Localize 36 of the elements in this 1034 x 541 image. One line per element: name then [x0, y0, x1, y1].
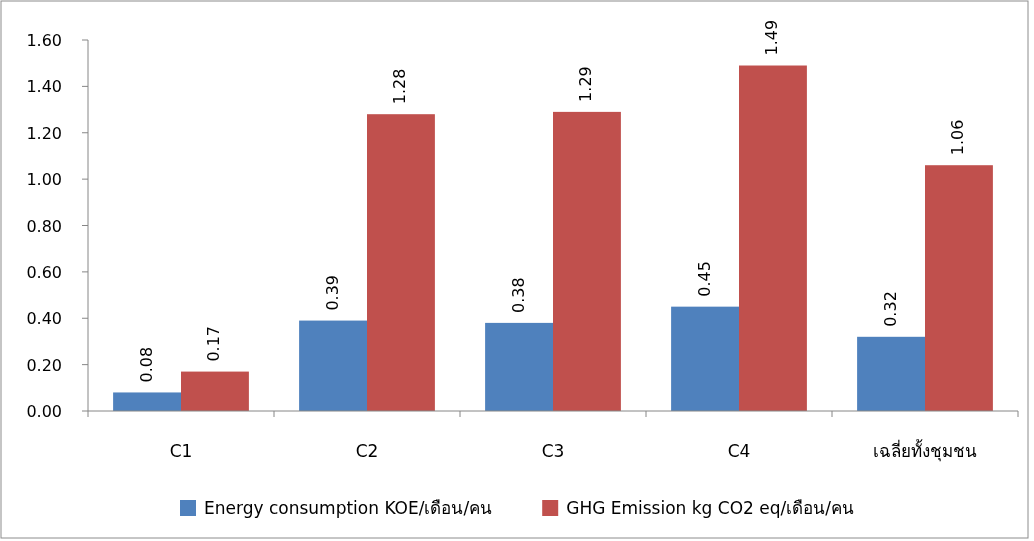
data-label: 0.39 — [322, 274, 342, 311]
bar — [857, 336, 925, 411]
data-label: 0.38 — [508, 277, 528, 313]
data-label: 1.49 — [762, 19, 782, 56]
bar — [299, 320, 367, 411]
y-tick-label: 1.40 — [26, 77, 62, 97]
bar — [739, 65, 807, 411]
x-tick-label: C2 — [355, 441, 379, 461]
y-tick-label: 1.00 — [26, 170, 62, 190]
y-tick-label: 0.40 — [26, 309, 62, 329]
bar — [553, 111, 621, 411]
bar — [925, 165, 993, 411]
data-label: 1.06 — [948, 119, 968, 156]
y-tick-label: 1.60 — [26, 31, 62, 50]
legend-label: GHG Emission kg CO2 eq/เดือน/คน — [566, 498, 854, 518]
bar — [113, 392, 181, 411]
bar — [181, 371, 249, 411]
y-tick-label: 0.00 — [26, 402, 62, 421]
data-label: 0.32 — [880, 291, 900, 327]
x-tick-label: เฉลี่ยทั้งชุมชน — [873, 439, 977, 462]
y-tick-label: 0.20 — [26, 355, 62, 375]
legend-label: Energy consumption KOE/เดือน/คน — [204, 498, 493, 518]
y-tick-label: 1.20 — [26, 123, 62, 143]
bar — [485, 322, 553, 411]
data-label: 0.08 — [136, 346, 156, 383]
data-label: 1.29 — [576, 66, 596, 102]
data-label: 0.45 — [694, 261, 714, 297]
data-label: 0.17 — [204, 325, 224, 362]
x-tick-label: C4 — [727, 441, 751, 461]
data-label: 1.28 — [390, 68, 410, 105]
bar — [671, 306, 739, 411]
bar — [367, 114, 435, 411]
x-tick-label: C3 — [541, 441, 565, 461]
x-tick-label: C1 — [169, 441, 193, 461]
y-tick-label: 0.80 — [26, 216, 62, 236]
y-tick-label: 0.60 — [26, 262, 62, 282]
